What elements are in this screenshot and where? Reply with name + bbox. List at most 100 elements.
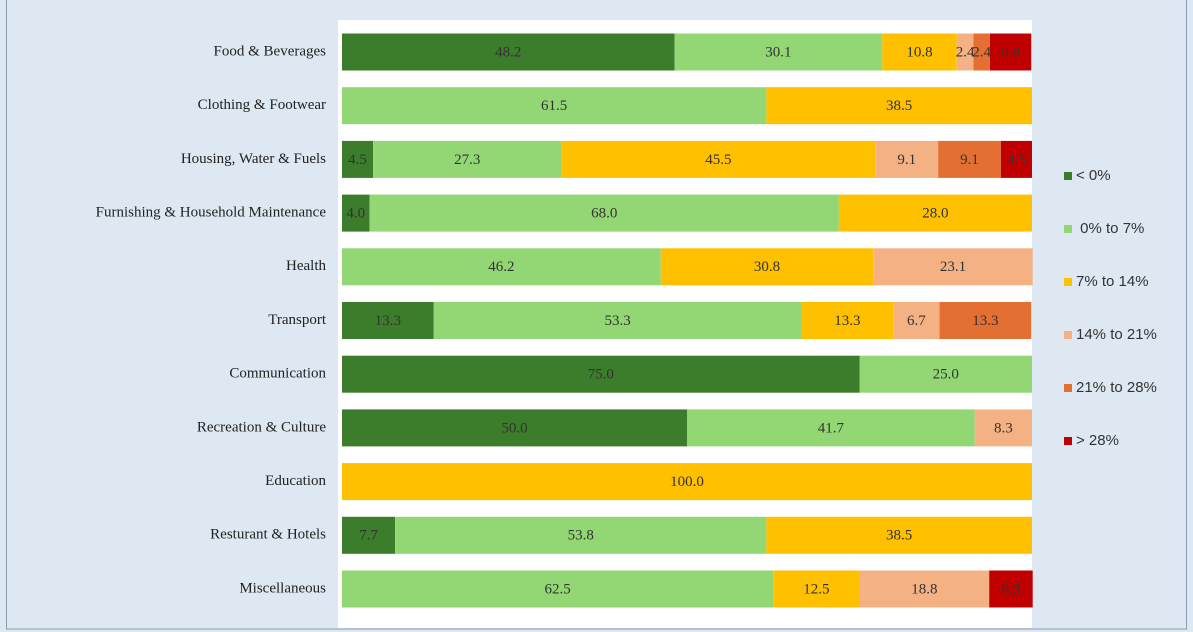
value-label: 53.3 xyxy=(605,313,631,329)
category-label: Clothing & Footwear xyxy=(198,97,326,113)
value-label: 68.0 xyxy=(591,206,617,222)
value-label: 61.5 xyxy=(541,98,567,114)
legend-swatch xyxy=(1064,437,1072,445)
bar-segment xyxy=(938,140,1001,178)
category-label: Housing, Water & Fuels xyxy=(181,151,326,167)
bar-segment xyxy=(342,33,675,71)
bar-segment xyxy=(882,33,957,71)
category-label: Communication xyxy=(229,366,326,382)
bar-segment xyxy=(395,516,767,554)
legend-swatch xyxy=(1064,225,1072,233)
value-label: 30.1 xyxy=(765,44,791,60)
value-label: 12.5 xyxy=(803,581,829,597)
legend-swatch xyxy=(1064,172,1072,180)
bar-segment xyxy=(838,194,1032,232)
value-label: 62.5 xyxy=(545,581,571,597)
value-label: 2.4 xyxy=(972,44,991,60)
value-label: 9.1 xyxy=(960,152,979,168)
bar-segment xyxy=(342,463,1032,501)
legend-label: 0% to 7% xyxy=(1076,220,1144,237)
frame xyxy=(6,0,1187,630)
value-label: 41.7 xyxy=(818,420,845,436)
legend-swatch xyxy=(1064,331,1072,339)
value-label: 13.3 xyxy=(375,313,401,329)
value-label: 38.5 xyxy=(886,98,912,114)
bar-segment xyxy=(342,302,434,339)
bar-segment xyxy=(561,140,876,178)
bar-segment xyxy=(875,140,939,178)
bar-segment xyxy=(1000,140,1032,178)
bar-segment xyxy=(342,140,374,178)
bar-segment xyxy=(859,355,1032,393)
bar-segment xyxy=(801,302,894,339)
legend-label: > 28% xyxy=(1076,432,1119,449)
value-label: 8.3 xyxy=(994,420,1013,436)
value-label: 100.0 xyxy=(670,474,704,490)
bar-segment xyxy=(342,570,774,608)
category-label: Food & Beverages xyxy=(214,43,327,59)
bar-segment xyxy=(342,516,396,554)
value-label: 2.4 xyxy=(956,44,975,60)
legend-label: < 0% xyxy=(1076,167,1111,184)
value-label: 30.8 xyxy=(754,259,780,275)
bar-segment xyxy=(973,33,990,71)
bar-segment xyxy=(369,194,839,232)
bar-segment xyxy=(687,409,975,447)
value-label: 4.5 xyxy=(1007,152,1026,168)
legend-swatch xyxy=(1064,384,1072,392)
bar-segment xyxy=(956,33,974,71)
bar-segment xyxy=(974,409,1032,447)
value-label: 48.2 xyxy=(495,44,521,60)
bar-segment xyxy=(939,302,1032,339)
category-label: Education xyxy=(265,473,326,489)
value-label: 50.0 xyxy=(501,420,527,436)
bar-segment xyxy=(342,248,661,286)
legend-label: 7% to 14% xyxy=(1076,273,1149,290)
legend-label: 14% to 21% xyxy=(1076,326,1157,343)
bar-segment xyxy=(989,33,1032,71)
category-label: Miscellaneous xyxy=(239,580,326,596)
legend-label: 21% to 28% xyxy=(1076,379,1157,396)
bar-segment xyxy=(989,570,1033,608)
value-label: 9.1 xyxy=(897,152,916,168)
value-label: 6.7 xyxy=(907,313,926,329)
value-label: 7.7 xyxy=(359,528,378,544)
value-label: 13.3 xyxy=(972,313,998,329)
bar-segment xyxy=(766,87,1032,125)
value-label: 18.8 xyxy=(911,581,937,597)
category-label: Transport xyxy=(268,312,327,328)
bar-segment xyxy=(342,409,687,447)
bar-segment xyxy=(766,516,1032,554)
value-label: 27.3 xyxy=(454,152,480,168)
bar-segment xyxy=(873,248,1033,286)
value-label: 38.5 xyxy=(886,528,912,544)
value-label: 46.2 xyxy=(488,259,514,275)
bar-segment xyxy=(773,570,860,608)
category-label: Recreation & Culture xyxy=(197,419,326,435)
bar-segment xyxy=(342,194,370,232)
value-label: 6.3 xyxy=(1002,581,1021,597)
category-label: Health xyxy=(286,258,326,274)
value-label: 4.0 xyxy=(346,206,365,222)
value-label: 23.1 xyxy=(940,259,966,275)
value-label: 75.0 xyxy=(588,367,614,383)
bar-segment xyxy=(674,33,883,71)
value-label: 25.0 xyxy=(933,367,959,383)
bar-segment xyxy=(342,355,860,393)
bar-segment xyxy=(342,87,767,125)
bar-segment xyxy=(859,570,990,608)
value-label: 4.5 xyxy=(348,152,367,168)
category-label: Furnishing & Household Maintenance xyxy=(96,205,327,221)
legend-swatch xyxy=(1064,278,1072,286)
value-label: 45.5 xyxy=(705,152,731,168)
value-label: 6.0 xyxy=(1001,44,1020,60)
category-label: Resturant & Hotels xyxy=(210,527,326,543)
value-label: 10.8 xyxy=(906,44,932,60)
value-label: 28.0 xyxy=(922,206,948,222)
bar-segment xyxy=(660,248,874,286)
bar-segment xyxy=(373,140,562,178)
bar-segment xyxy=(893,302,940,339)
value-label: 53.8 xyxy=(568,528,594,544)
bar-segment xyxy=(433,302,802,339)
